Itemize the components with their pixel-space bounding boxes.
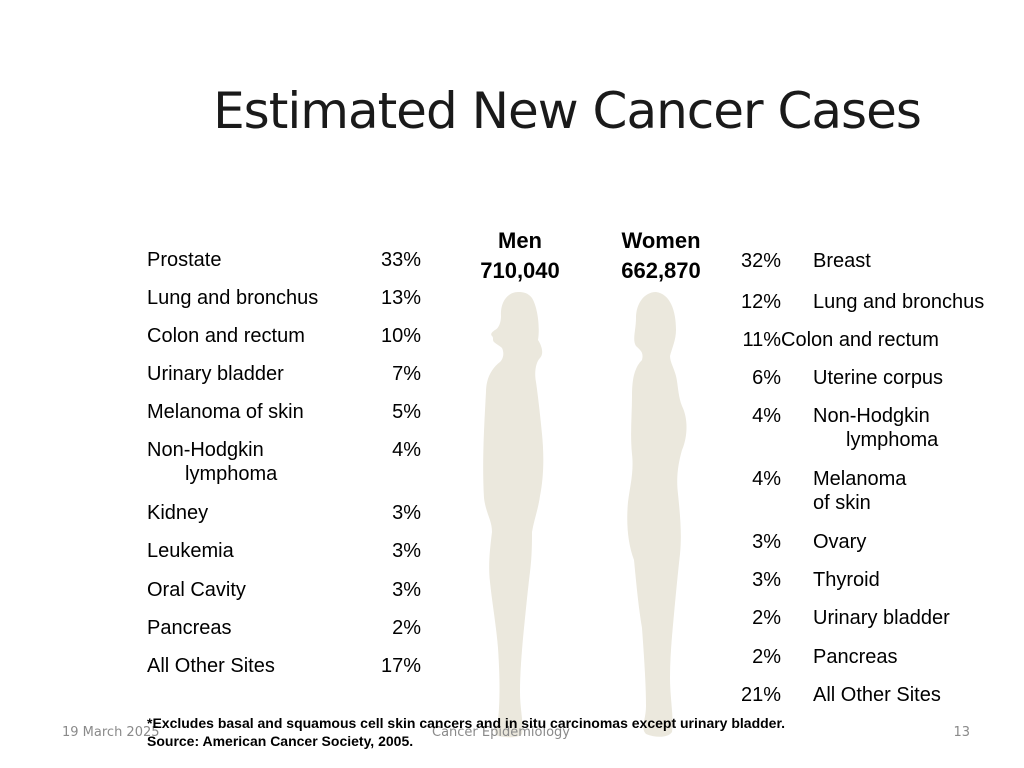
percent-value: 2% (752, 607, 781, 629)
percent-value: 2% (392, 617, 421, 639)
site-label: Leukemia (147, 540, 234, 562)
women-total: 662,870 (621, 258, 701, 283)
percent-value: 11% (742, 329, 781, 351)
male-silhouette-icon (483, 292, 544, 738)
site-label: Ovary (813, 531, 867, 553)
percent-value: 6% (752, 367, 781, 389)
site-label: Non-Hodgkin lymphoma (147, 438, 357, 486)
site-label-main: Melanoma (813, 468, 907, 490)
percent-value: 33% (380, 249, 421, 271)
site-label: Melanoma of skin (147, 401, 304, 423)
men-total: 710,040 (480, 258, 560, 283)
site-label-sub: lymphoma (846, 429, 939, 451)
percent-value: 2% (752, 646, 781, 668)
percent-value: 4% (752, 405, 781, 427)
percent-value: 12% (740, 291, 781, 313)
men-header-label: Men (498, 228, 542, 253)
site-label-main: Non-Hodgkin (147, 439, 264, 461)
site-label-sub: lymphoma (185, 463, 278, 485)
site-label: Prostate (147, 249, 222, 271)
site-label: Urinary bladder (147, 363, 284, 385)
site-label-sub: of skin (813, 492, 871, 514)
footer-date: 19 March 2025 (62, 725, 160, 740)
site-label: Oral Cavity (147, 579, 246, 601)
slide-title: Estimated New Cancer Cases (213, 82, 922, 140)
footnote-source: Source: American Cancer Society, 2005. (147, 733, 414, 749)
female-silhouette-icon (627, 292, 687, 737)
percent-value: 3% (752, 569, 781, 591)
site-label: Uterine corpus (813, 367, 944, 389)
percent-value: 5% (392, 401, 421, 423)
percent-value: 17% (380, 655, 421, 677)
percent-value: 10% (380, 325, 421, 347)
site-label: Urinary bladder (813, 607, 950, 629)
percent-value: 4% (392, 439, 421, 461)
page-number: 13 (953, 725, 970, 740)
footer-center-text: Cancer Epidemiology (432, 725, 570, 740)
percent-value: 13% (380, 287, 421, 309)
site-label: Pancreas (813, 646, 898, 668)
site-label: Melanoma of skin (813, 467, 1023, 515)
percent-value: 3% (752, 531, 781, 553)
site-label: Kidney (147, 502, 209, 524)
percent-value: 7% (392, 363, 421, 385)
site-label: All Other Sites (813, 684, 941, 706)
percent-value: 32% (740, 250, 781, 272)
site-label-main: Non-Hodgkin (813, 405, 930, 427)
women-header-label: Women (621, 228, 701, 253)
women-header: Women 662,870 (601, 226, 721, 286)
percent-value: 21% (740, 684, 781, 706)
site-label: Lung and bronchus (147, 287, 319, 309)
site-label: Breast (813, 250, 871, 272)
footnote: *Excludes basal and squamous cell skin c… (147, 714, 785, 750)
percent-value: 3% (392, 502, 421, 524)
percent-value: 3% (392, 579, 421, 601)
site-label: Colon and rectum (147, 325, 305, 347)
site-label: Pancreas (147, 617, 232, 639)
site-label: Colon and rectum (781, 329, 939, 351)
footnote-exclusion: *Excludes basal and squamous cell skin c… (147, 715, 786, 731)
site-label: Thyroid (813, 569, 880, 591)
site-label: Lung and bronchus (813, 291, 985, 313)
percent-value: 4% (752, 468, 781, 490)
site-label: All Other Sites (147, 655, 275, 677)
percent-value: 3% (392, 540, 421, 562)
site-label: Non-Hodgkin lymphoma (813, 404, 1023, 452)
men-header: Men 710,040 (460, 226, 580, 286)
